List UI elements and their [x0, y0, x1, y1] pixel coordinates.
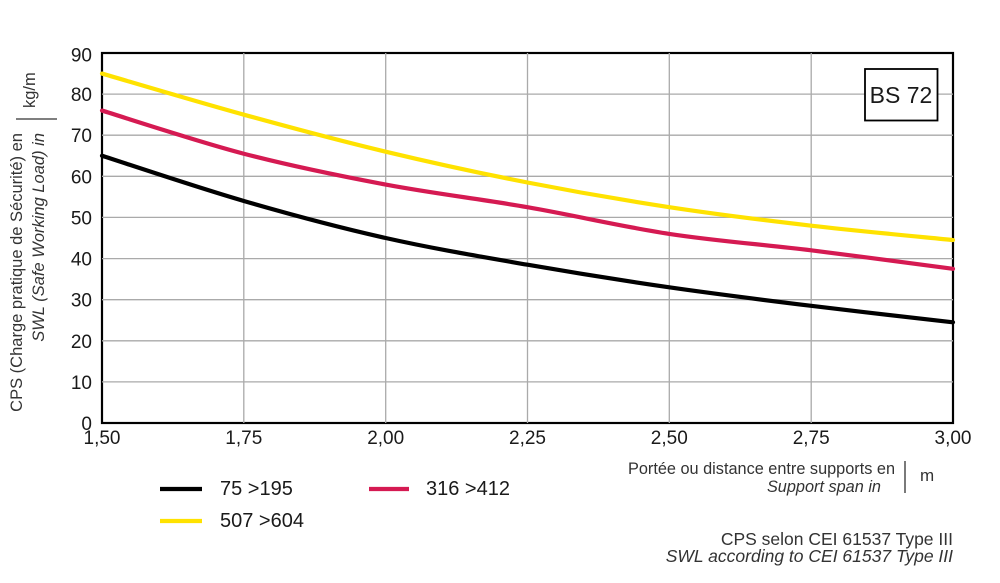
svg-text:CPS (Charge pratique de Sécuri: CPS (Charge pratique de Sécurité) en: [8, 133, 26, 412]
svg-text:2,50: 2,50: [651, 428, 688, 449]
svg-text:70: 70: [71, 126, 92, 147]
svg-text:m: m: [920, 466, 934, 485]
svg-text:60: 60: [71, 167, 92, 188]
svg-text:75 >195: 75 >195: [220, 478, 293, 500]
svg-text:20: 20: [71, 332, 92, 353]
svg-text:Portée ou distance entre suppo: Portée ou distance entre supports en: [628, 460, 895, 478]
svg-text:1,75: 1,75: [225, 428, 262, 449]
svg-text:2,25: 2,25: [509, 428, 546, 449]
svg-text:3,00: 3,00: [935, 428, 972, 449]
svg-text:SWL according to CEI 61537 Typ: SWL according to CEI 61537 Type III: [666, 546, 953, 566]
svg-text:507 >604: 507 >604: [220, 510, 304, 532]
svg-text:40: 40: [71, 250, 92, 271]
svg-text:50: 50: [71, 208, 92, 229]
svg-text:90: 90: [71, 46, 92, 67]
svg-text:BS 72: BS 72: [870, 82, 933, 108]
svg-text:kg/m: kg/m: [21, 72, 39, 108]
svg-text:10: 10: [71, 373, 92, 394]
svg-text:1,50: 1,50: [84, 428, 121, 449]
svg-text:2,00: 2,00: [367, 428, 404, 449]
svg-text:316 >412: 316 >412: [426, 478, 510, 500]
svg-text:Support span in: Support span in: [767, 478, 881, 496]
svg-text:SWL (Safe Working Load) in: SWL (Safe Working Load) in: [30, 133, 48, 342]
svg-text:80: 80: [71, 85, 92, 106]
svg-text:30: 30: [71, 291, 92, 312]
svg-text:2,75: 2,75: [793, 428, 830, 449]
